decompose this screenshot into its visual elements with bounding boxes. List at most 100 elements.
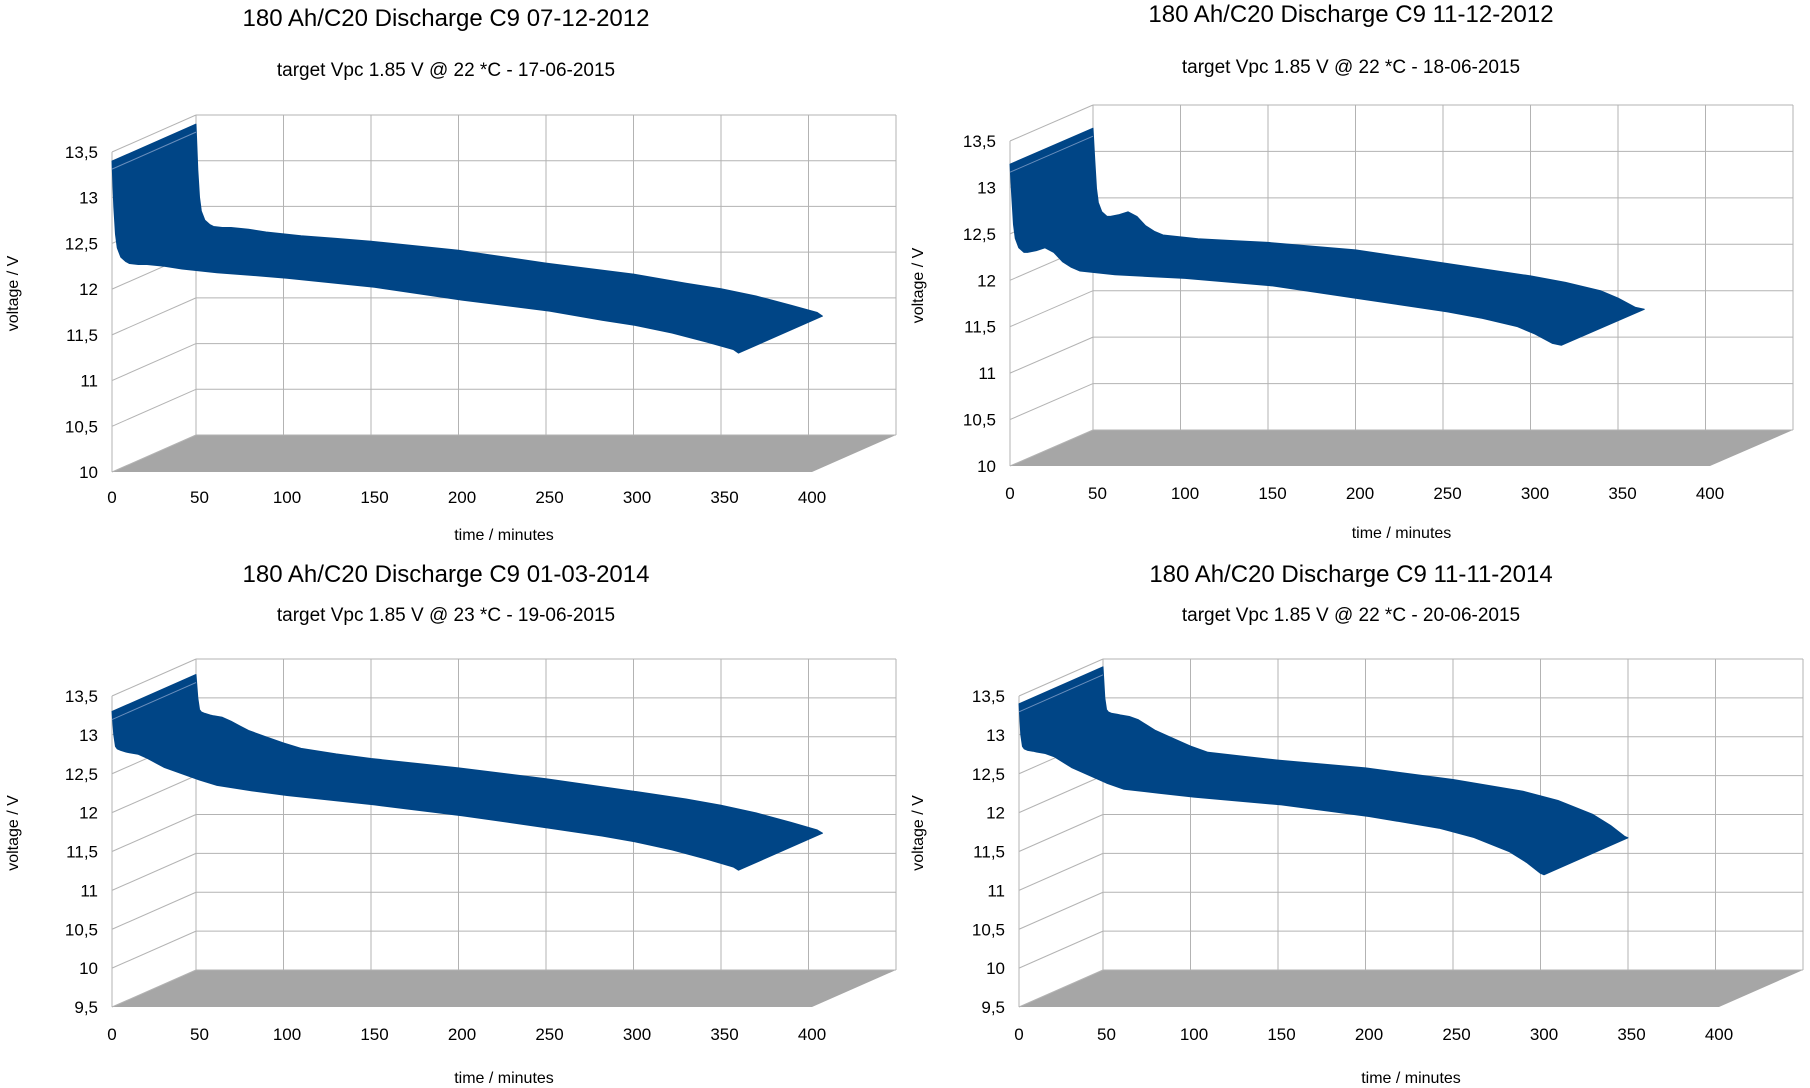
gridline-sidewall [1009, 336, 1094, 374]
y-tick-label: 10,5 [65, 417, 98, 436]
x-axis-label: time / minutes [1352, 525, 1452, 542]
y-tick-label: 11 [80, 881, 98, 900]
y-tick-label: 13 [977, 178, 996, 197]
y-tick-label: 11,5 [66, 326, 98, 345]
gridline-sidewall [111, 814, 197, 852]
chart-title: 180 Ah/C20 Discharge C9 07-12-2012 [243, 5, 650, 32]
x-tick-label: 0 [107, 1025, 116, 1044]
y-tick-label: 9,5 [981, 998, 1005, 1017]
x-tick-label: 150 [1267, 1025, 1295, 1044]
y-tick-label: 9,5 [74, 998, 98, 1017]
x-axis-label: time / minutes [454, 1070, 554, 1087]
gridline-sidewall [111, 658, 197, 697]
gridline-sidewall [1009, 383, 1094, 421]
y-tick-label: 12,5 [963, 225, 996, 244]
chart-panel-2: 180 Ah/C20 Discharge C9 11-12-2012 target… [905, 0, 1810, 544]
gridline-sidewall [111, 388, 197, 427]
x-tick-label: 200 [448, 488, 476, 507]
x-tick-label: 50 [190, 488, 209, 507]
chart-svg: 180 Ah/C20 Discharge C9 11-12-2012 target… [910, 1, 1794, 542]
chart-panel-4: 180 Ah/C20 Discharge C9 11-11-2014 target… [905, 544, 1810, 1088]
x-tick-label: 50 [1088, 484, 1107, 503]
gridline-sidewall [1009, 290, 1094, 328]
gridline-sidewall [111, 434, 197, 473]
y-axis-label: voltage / V [910, 795, 927, 871]
x-tick-label: 100 [1180, 1025, 1208, 1044]
gridline-sidewall [111, 969, 197, 1008]
series-ribbon [1009, 127, 1645, 346]
x-tick-label: 400 [798, 1025, 826, 1044]
y-tick-label: 10,5 [65, 920, 98, 939]
y-tick-label: 10,5 [972, 920, 1005, 939]
chart-title: 180 Ah/C20 Discharge C9 11-11-2014 [1149, 561, 1552, 588]
x-tick-label: 250 [1433, 484, 1461, 503]
gridline-sidewall [111, 930, 197, 969]
chart-subtitle: target Vpc 1.85 V @ 23 *C - 19-06-2015 [277, 605, 615, 626]
x-tick-label: 150 [1258, 484, 1286, 503]
x-tick-label: 350 [710, 488, 738, 507]
y-tick-label: 12 [79, 804, 98, 823]
gridline-sidewall [111, 297, 197, 336]
series-ribbon [1018, 666, 1629, 876]
x-tick-label: 350 [1608, 484, 1636, 503]
chart-svg: 180 Ah/C20 Discharge C9 11-11-2014 target… [910, 561, 1804, 1087]
x-tick-label: 250 [535, 1025, 563, 1044]
y-tick-label: 11 [987, 881, 1005, 900]
x-axis-label: time / minutes [1361, 1070, 1461, 1087]
y-tick-label: 10 [977, 457, 996, 476]
x-tick-label: 350 [710, 1025, 738, 1044]
chart-floor [112, 970, 896, 1007]
y-tick-label: 11,5 [66, 843, 98, 862]
x-tick-label: 300 [1521, 484, 1549, 503]
y-tick-label: 11 [80, 372, 98, 391]
gridline-sidewall [1018, 969, 1104, 1008]
x-tick-label: 200 [448, 1025, 476, 1044]
gridline-sidewall [1018, 658, 1104, 697]
y-tick-label: 12,5 [65, 234, 98, 253]
chart-subtitle: target Vpc 1.85 V @ 22 *C - 18-06-2015 [1182, 57, 1520, 78]
gridline-sidewall [1018, 930, 1104, 969]
y-tick-label: 12,5 [972, 765, 1005, 784]
x-tick-label: 400 [1696, 484, 1724, 503]
ribbon-highlight [1018, 674, 1104, 713]
chart-subtitle: target Vpc 1.85 V @ 22 *C - 20-06-2015 [1182, 605, 1520, 626]
gridline-sidewall [1018, 852, 1104, 891]
y-tick-label: 13,5 [972, 687, 1005, 706]
x-tick-label: 50 [190, 1025, 209, 1044]
x-tick-label: 350 [1617, 1025, 1645, 1044]
x-tick-label: 300 [1530, 1025, 1558, 1044]
y-tick-label: 13,5 [65, 687, 98, 706]
gridline-sidewall [1009, 429, 1094, 467]
x-tick-label: 100 [1171, 484, 1199, 503]
x-axis-label: time / minutes [454, 527, 554, 544]
x-tick-label: 200 [1355, 1025, 1383, 1044]
chart-title: 180 Ah/C20 Discharge C9 01-03-2014 [243, 561, 650, 588]
y-axis-label: voltage / V [5, 795, 22, 871]
y-tick-label: 13 [986, 726, 1005, 745]
y-tick-label: 10,5 [963, 411, 996, 430]
y-tick-label: 12 [977, 271, 996, 290]
y-tick-label: 13 [79, 189, 98, 208]
x-tick-label: 150 [360, 1025, 388, 1044]
x-tick-label: 50 [1097, 1025, 1116, 1044]
ribbon-highlight [1009, 135, 1094, 173]
x-tick-label: 250 [535, 488, 563, 507]
ribbon-highlight [111, 131, 197, 170]
chart-title: 180 Ah/C20 Discharge C9 11-12-2012 [1148, 1, 1553, 28]
y-tick-label: 11,5 [973, 843, 1005, 862]
x-tick-label: 300 [623, 1025, 651, 1044]
y-tick-label: 11 [978, 364, 996, 383]
gridline-sidewall [111, 891, 197, 930]
chart-floor [1019, 970, 1803, 1007]
gridline-sidewall [1018, 891, 1104, 930]
series-ribbon [111, 674, 823, 871]
gridline-sidewall [111, 775, 197, 814]
x-tick-label: 0 [107, 488, 116, 507]
chart-svg: 180 Ah/C20 Discharge C9 01-03-2014 target… [5, 561, 897, 1087]
gridline-sidewall [111, 343, 197, 382]
gridline-sidewall [1018, 775, 1104, 814]
x-tick-label: 300 [623, 488, 651, 507]
y-tick-label: 13,5 [963, 132, 996, 151]
y-axis-label: voltage / V [910, 247, 927, 323]
x-tick-label: 250 [1442, 1025, 1470, 1044]
